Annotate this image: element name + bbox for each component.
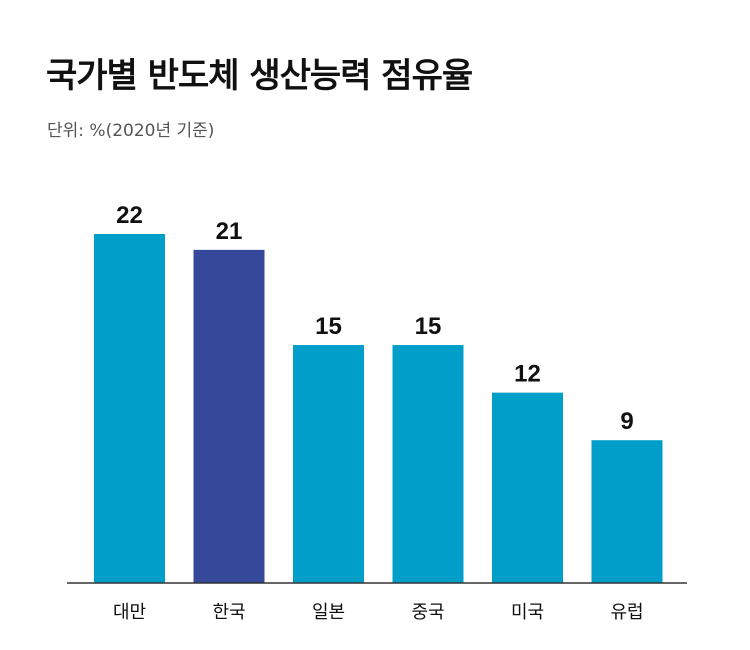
value-label-5: 12 [514, 361, 541, 388]
value-label-4: 15 [415, 313, 442, 340]
chart-title: 국가별 반도체 생산능력 점유율 [46, 56, 473, 96]
bar-3 [293, 345, 364, 583]
bar-2 [193, 249, 265, 583]
bar-5 [492, 392, 563, 583]
category-label-2: 한국 [212, 602, 245, 623]
bars-group: 22 대만 21 한국 15 일본 15 중국 12 미국 9 유럽 [94, 202, 663, 623]
category-label-4: 중국 [411, 602, 444, 623]
chart-subtitle: 단위: %(2020년 기준) [47, 121, 215, 141]
bar-4 [392, 345, 464, 583]
category-label-1: 대만 [113, 602, 146, 623]
value-label-1: 22 [116, 202, 143, 229]
category-label-5: 미국 [511, 602, 544, 623]
value-label-6: 9 [620, 408, 633, 435]
category-label-6: 유럽 [610, 602, 643, 623]
category-label-3: 일본 [312, 602, 345, 623]
bar-1 [94, 234, 165, 583]
bar-6 [591, 440, 663, 583]
value-label-2: 21 [216, 218, 243, 245]
value-label-3: 15 [315, 313, 342, 340]
